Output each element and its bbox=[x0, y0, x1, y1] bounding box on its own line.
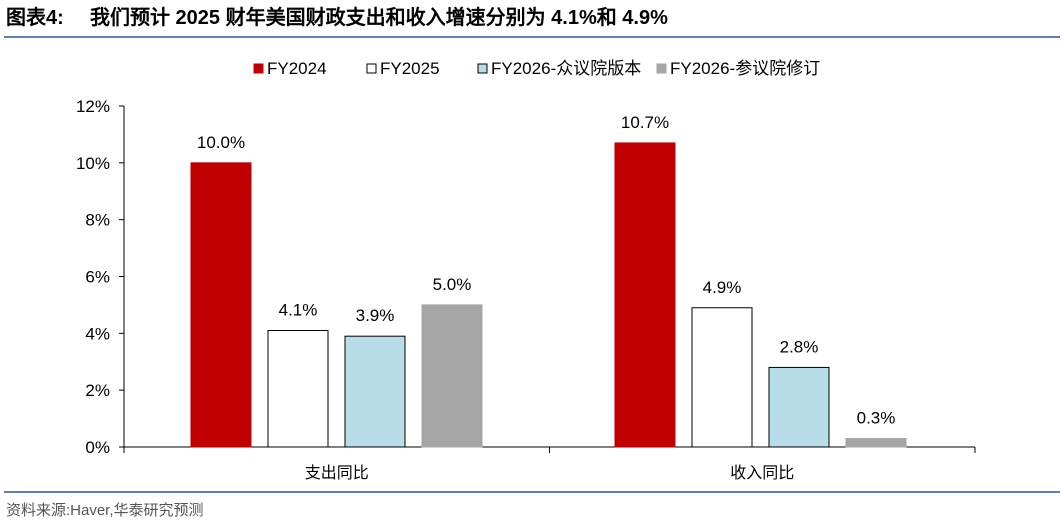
legend-label: FY2026-众议院版本 bbox=[491, 59, 641, 78]
data-label: 4.9% bbox=[703, 278, 742, 297]
legend-label: FY2026-参议院修订 bbox=[670, 59, 820, 78]
bar-1 bbox=[190, 162, 252, 448]
page-title: 我们预计 2025 财年美国财政支出和收入增速分别为 4.1%和 4.9% bbox=[90, 5, 668, 29]
y-tick-label: 0% bbox=[85, 438, 110, 457]
bar-4 bbox=[845, 437, 907, 448]
bar-2 bbox=[267, 329, 329, 448]
legend-label: FY2024 bbox=[267, 59, 327, 78]
data-label: 5.0% bbox=[433, 275, 472, 294]
x-category-label: 收入同比 bbox=[730, 464, 794, 482]
axes: 0% 2% 4% 6% 8% 10% 12% 支出同比 收入同比 bbox=[76, 97, 976, 482]
legend-swatch bbox=[253, 63, 264, 74]
source-note: 资料来源:Haver,华泰研究预测 bbox=[6, 502, 204, 519]
bar-3 bbox=[768, 366, 830, 448]
y-tick-label: 6% bbox=[85, 268, 110, 287]
bar-2 bbox=[691, 307, 753, 448]
y-tick-label: 4% bbox=[85, 324, 110, 343]
y-tick-label: 8% bbox=[85, 211, 110, 230]
legend-swatch bbox=[477, 63, 488, 74]
data-label: 3.9% bbox=[356, 306, 395, 325]
data-label: 10.7% bbox=[621, 113, 669, 132]
data-label: 0.3% bbox=[857, 408, 896, 427]
bar-3 bbox=[344, 335, 406, 448]
legend-label: FY2025 bbox=[380, 59, 440, 78]
data-label: 2.8% bbox=[780, 337, 819, 356]
data-label: 4.1% bbox=[279, 300, 318, 319]
bar-4 bbox=[421, 304, 483, 448]
bar-1 bbox=[614, 142, 676, 448]
legend: FY2024 FY2025 FY2026-众议院版本 FY2026-参议院修订 bbox=[253, 59, 820, 78]
y-tick-label: 2% bbox=[85, 381, 110, 400]
x-category-label: 支出同比 bbox=[305, 464, 369, 482]
legend-swatch bbox=[656, 63, 667, 74]
legend-swatch bbox=[366, 63, 377, 74]
figure-label: 图表4: bbox=[6, 5, 64, 29]
data-label: 10.0% bbox=[197, 133, 245, 152]
y-tick-label: 10% bbox=[76, 154, 110, 173]
y-tick-label: 12% bbox=[76, 97, 110, 116]
bars: 10.0% 4.1% 3.9% 5.0% 10.7% 4.9% 2.8% 0.3% bbox=[190, 113, 907, 448]
